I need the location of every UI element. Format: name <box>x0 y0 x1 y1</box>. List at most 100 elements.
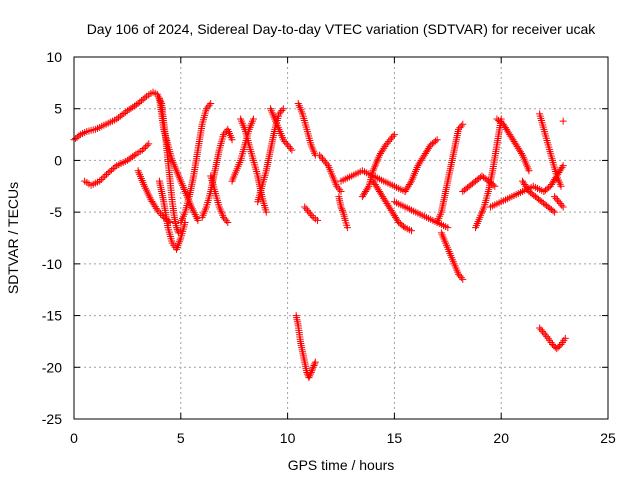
data-point <box>278 106 286 114</box>
data-point <box>284 141 292 149</box>
data-point <box>540 329 548 337</box>
data-point <box>116 112 124 120</box>
data-point <box>279 105 287 113</box>
x-tick-label: 10 <box>280 430 296 446</box>
data-point <box>388 134 396 142</box>
data-point <box>337 187 345 195</box>
data-point <box>97 175 105 183</box>
data-point <box>143 141 151 149</box>
data-point <box>221 215 229 223</box>
x-axis-label: GPS time / hours <box>288 457 395 473</box>
data-point <box>122 108 130 116</box>
data-point <box>220 213 228 221</box>
data-point <box>333 182 341 190</box>
data-point <box>338 206 346 214</box>
axis-ticks <box>73 56 609 420</box>
data-point <box>108 166 116 174</box>
y-tick-label: -5 <box>50 204 63 220</box>
data-point <box>559 117 567 125</box>
data-point <box>406 179 414 187</box>
data-point <box>204 103 212 111</box>
data-point <box>338 205 346 213</box>
data-point <box>311 358 319 366</box>
data-point <box>130 151 138 159</box>
data-point <box>285 143 293 151</box>
data-point <box>389 132 397 140</box>
data-point <box>517 150 525 158</box>
data-point <box>127 104 135 112</box>
data-point <box>314 216 322 224</box>
data-point <box>343 224 351 232</box>
data-point <box>120 110 128 118</box>
data-point <box>141 94 149 102</box>
data-point <box>549 207 557 215</box>
grid-lines <box>74 57 608 419</box>
data-point <box>457 274 465 282</box>
data-point <box>543 333 551 341</box>
data-point <box>222 217 230 225</box>
data-point <box>364 184 372 192</box>
y-tick-label: 10 <box>46 49 62 65</box>
data-point <box>302 205 310 213</box>
data-point <box>316 151 324 159</box>
data-point <box>390 131 398 139</box>
data-point <box>118 111 126 119</box>
x-tick-label: 0 <box>70 430 78 446</box>
data-point <box>101 172 109 180</box>
data-point <box>320 156 328 164</box>
data-point <box>559 162 567 170</box>
x-tick-label: 5 <box>177 430 185 446</box>
data-point <box>558 163 566 171</box>
y-tick-label: -10 <box>42 256 62 272</box>
x-tick-label: 20 <box>493 430 509 446</box>
data-point <box>317 153 325 161</box>
data-point <box>286 144 294 152</box>
data-point <box>157 210 165 218</box>
data-point <box>308 212 316 220</box>
data-point <box>202 105 210 113</box>
data-point <box>541 331 549 339</box>
data-point <box>307 368 315 376</box>
data-point <box>134 100 142 108</box>
data-point <box>459 120 467 128</box>
data-point <box>220 131 228 139</box>
data-point <box>456 272 464 280</box>
data-point <box>75 132 83 140</box>
data-point <box>456 124 464 132</box>
y-tick-label: -20 <box>42 359 62 375</box>
data-point <box>276 108 284 116</box>
data-point <box>306 370 314 378</box>
data-point <box>288 146 296 154</box>
data-point <box>444 224 452 232</box>
data-point <box>454 270 462 278</box>
data-point <box>454 125 462 133</box>
data-point <box>109 164 117 172</box>
data-point <box>155 208 163 216</box>
data-point <box>407 227 415 235</box>
data-point <box>309 365 317 373</box>
data-point <box>228 136 236 144</box>
data-point <box>140 145 148 153</box>
data-point <box>301 203 309 211</box>
data-point <box>138 146 146 154</box>
data-point <box>382 141 390 149</box>
data-point <box>304 206 312 214</box>
data-point <box>173 225 181 233</box>
data-point <box>491 182 499 190</box>
y-tick-label: -25 <box>42 411 62 427</box>
data-point <box>334 184 342 192</box>
data-point <box>123 107 131 115</box>
data-point <box>556 342 564 350</box>
data-points <box>70 88 569 382</box>
data-point <box>153 206 161 214</box>
data-point <box>551 193 559 201</box>
data-point <box>385 137 393 145</box>
data-point <box>552 194 560 202</box>
data-point <box>556 200 564 208</box>
data-point <box>318 155 326 163</box>
data-point <box>145 140 153 148</box>
data-point <box>221 129 229 137</box>
data-point <box>525 167 533 175</box>
data-point <box>137 97 145 105</box>
